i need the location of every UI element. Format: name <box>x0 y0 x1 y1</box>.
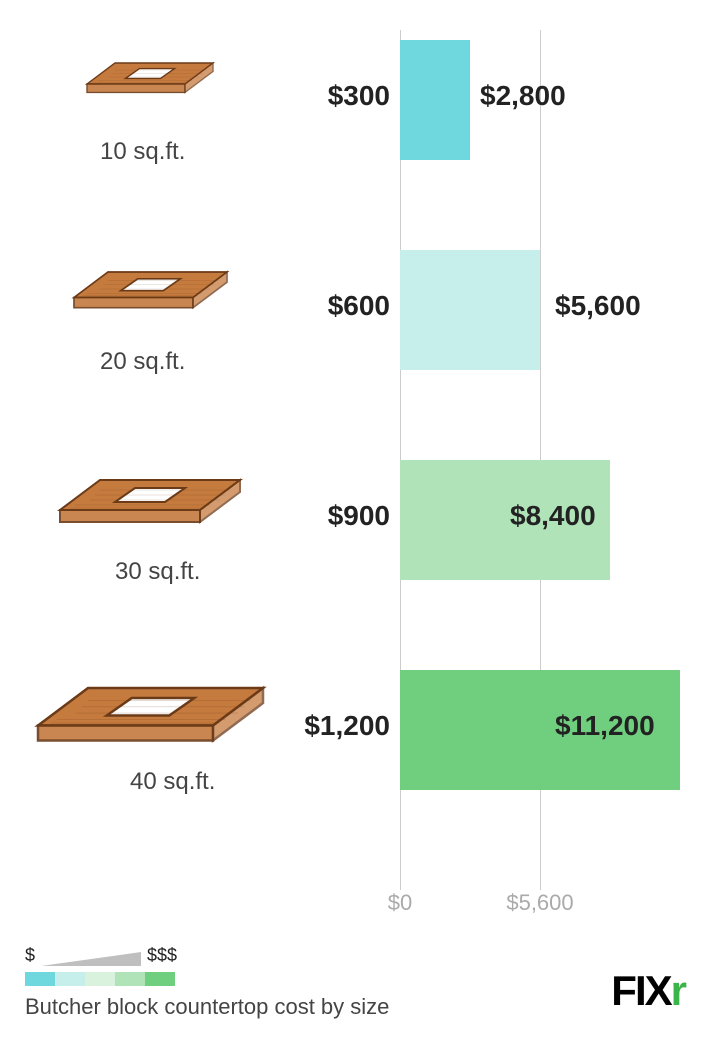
fixr-logo: FIXr <box>611 967 685 1015</box>
wedge-icon <box>41 952 141 966</box>
logo-text-black: FIX <box>611 967 670 1014</box>
size-icon-wrap <box>73 49 227 124</box>
butcher-block-icon <box>57 255 244 340</box>
legend-swatches <box>25 972 685 986</box>
size-label: 20 sq.ft. <box>100 348 185 376</box>
chart-area: 10 sq.ft.$300$2,800 20 sq.ft.$600$5,600 … <box>0 0 710 890</box>
cost-bar <box>400 250 540 370</box>
butcher-block-icon <box>40 460 260 560</box>
high-price-label: $8,400 <box>510 500 596 532</box>
chart-row: 20 sq.ft. $600 $5,600 <box>0 240 710 420</box>
logo-text-green: r <box>671 967 685 1014</box>
low-price-label: $1,200 <box>304 710 390 742</box>
chart-row: 30 sq.ft. $900 $8,400 <box>0 450 710 630</box>
chart-caption: Butcher block countertop cost by size <box>25 994 685 1020</box>
legend-swatch <box>25 972 55 986</box>
butcher-block-icon <box>73 49 227 119</box>
cost-bar <box>400 40 470 160</box>
axis-tick-label: $0 <box>388 890 412 916</box>
size-label: 40 sq.ft. <box>130 768 215 796</box>
high-price-label: $5,600 <box>555 290 641 322</box>
size-icon-wrap <box>40 460 260 565</box>
footer: $ $$$ Butcher block countertop cost by s… <box>25 945 685 1020</box>
size-label: 30 sq.ft. <box>115 558 200 586</box>
chart-row: 40 sq.ft. $1,200 $11,200 <box>0 660 710 840</box>
legend-low-symbol: $ <box>25 945 35 966</box>
legend-swatch <box>85 972 115 986</box>
low-price-label: $600 <box>328 290 390 322</box>
axis-tick-label: $5,600 <box>506 890 573 916</box>
legend-high-symbol: $$$ <box>147 945 177 966</box>
legend-wedge-row: $ $$$ <box>25 945 685 966</box>
low-price-label: $900 <box>328 500 390 532</box>
low-price-label: $300 <box>328 80 390 112</box>
legend-swatch <box>115 972 145 986</box>
legend-swatch <box>145 972 175 986</box>
size-label: 10 sq.ft. <box>100 138 185 166</box>
legend-swatch <box>55 972 85 986</box>
high-price-label: $2,800 <box>480 80 566 112</box>
size-icon-wrap <box>57 255 244 345</box>
chart-row: 10 sq.ft. $300 $2,800 <box>0 30 710 210</box>
high-price-label: $11,200 <box>555 710 655 742</box>
